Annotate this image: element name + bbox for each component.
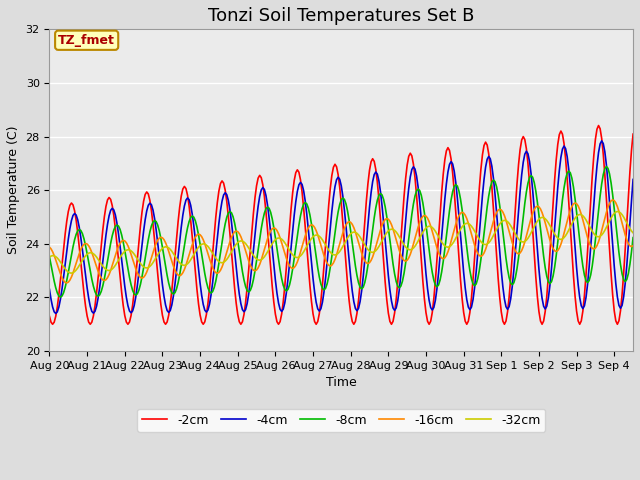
-32cm bbox=[579, 213, 587, 219]
-4cm bbox=[579, 306, 587, 312]
-2cm bbox=[141, 192, 149, 197]
-16cm bbox=[204, 251, 212, 256]
-4cm bbox=[598, 138, 605, 144]
-2cm bbox=[49, 322, 56, 327]
-32cm bbox=[45, 254, 53, 260]
-8cm bbox=[145, 237, 152, 242]
-4cm bbox=[45, 287, 53, 292]
-2cm bbox=[579, 308, 587, 314]
-2cm bbox=[76, 244, 83, 250]
-32cm bbox=[625, 223, 632, 228]
-16cm bbox=[629, 243, 637, 249]
-8cm bbox=[629, 235, 637, 240]
-8cm bbox=[45, 254, 53, 260]
-4cm bbox=[141, 217, 149, 223]
-2cm bbox=[595, 123, 602, 129]
Line: -8cm: -8cm bbox=[49, 167, 633, 297]
-2cm bbox=[625, 193, 632, 199]
-2cm bbox=[204, 300, 212, 306]
-8cm bbox=[76, 227, 83, 232]
-16cm bbox=[45, 244, 53, 250]
-16cm bbox=[145, 265, 152, 271]
X-axis label: Time: Time bbox=[326, 376, 356, 389]
-32cm bbox=[614, 209, 621, 215]
-8cm bbox=[141, 255, 149, 261]
-8cm bbox=[602, 164, 610, 169]
-4cm bbox=[76, 225, 83, 230]
-4cm bbox=[52, 311, 60, 316]
Line: -4cm: -4cm bbox=[49, 141, 633, 313]
-16cm bbox=[76, 251, 83, 256]
-32cm bbox=[141, 265, 149, 271]
Line: -2cm: -2cm bbox=[49, 126, 633, 324]
-16cm bbox=[625, 240, 632, 246]
Line: -32cm: -32cm bbox=[49, 212, 633, 273]
Text: TZ_fmet: TZ_fmet bbox=[58, 34, 115, 47]
-32cm bbox=[76, 263, 83, 268]
-4cm bbox=[629, 177, 637, 182]
Title: Tonzi Soil Temperatures Set B: Tonzi Soil Temperatures Set B bbox=[208, 7, 474, 25]
Line: -16cm: -16cm bbox=[49, 200, 633, 283]
Legend: -2cm, -4cm, -8cm, -16cm, -32cm: -2cm, -4cm, -8cm, -16cm, -32cm bbox=[137, 409, 545, 432]
-4cm bbox=[204, 307, 212, 313]
-4cm bbox=[625, 242, 632, 248]
-8cm bbox=[579, 263, 587, 269]
-32cm bbox=[629, 230, 637, 236]
-16cm bbox=[579, 217, 587, 223]
-32cm bbox=[145, 264, 152, 270]
-2cm bbox=[145, 191, 152, 197]
-8cm bbox=[56, 294, 64, 300]
-16cm bbox=[141, 272, 149, 278]
-2cm bbox=[629, 131, 637, 137]
-32cm bbox=[68, 270, 76, 276]
Y-axis label: Soil Temperature (C): Soil Temperature (C) bbox=[7, 126, 20, 254]
-8cm bbox=[625, 271, 632, 276]
-4cm bbox=[145, 203, 152, 208]
-8cm bbox=[204, 285, 212, 291]
-16cm bbox=[609, 197, 616, 203]
-16cm bbox=[63, 280, 70, 286]
-2cm bbox=[45, 313, 53, 319]
-32cm bbox=[204, 243, 212, 249]
